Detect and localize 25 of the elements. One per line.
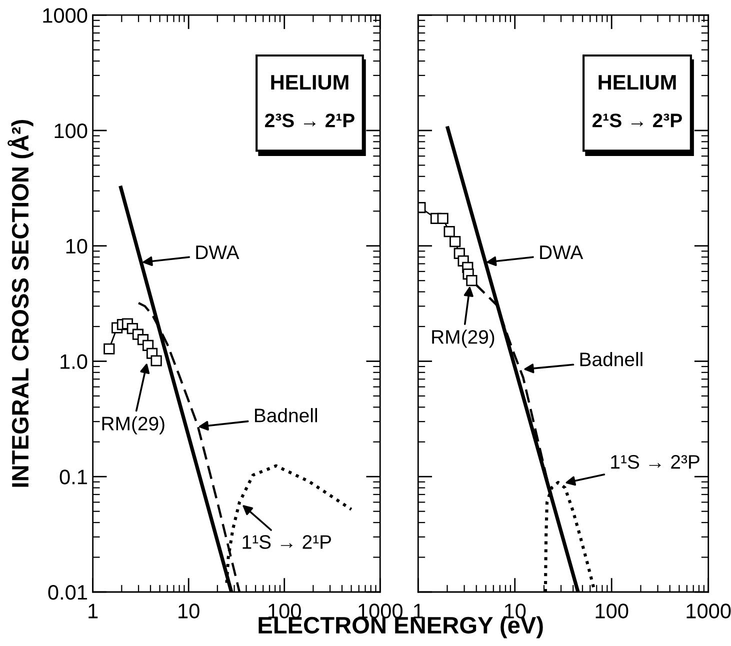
x-tick-label: 1 [88,604,98,618]
text: 2¹S → 2³P [592,114,682,128]
y-tick-label: 100 [54,123,88,138]
x-tick-label: 10 [178,604,200,618]
y-axis-title: INTEGRAL CROSS SECTION (Å²) [8,120,34,487]
annotation: RM(29) [102,416,164,434]
y-tick-label: 0.1 [60,470,87,484]
x-tick-label: 10 [504,604,526,618]
annotation: RM(29) [432,330,494,348]
annotation: 1¹S → 2¹P [242,535,332,549]
y-tick-label: 0.01 [48,584,87,600]
y-tick-label: 1000 [43,8,88,23]
text: 2³S → 2¹P [265,114,354,128]
y-tick-label: 1.0 [60,354,88,369]
x-tick-label: 100 [596,604,628,618]
annotation: Badnell [255,408,317,422]
annotation: 1¹S → 2³P [611,455,700,469]
text: HELIUM [271,75,348,90]
x-tick-label: 1 [414,604,423,618]
text: HELIUM [598,75,676,90]
annotation: DWA [540,246,584,260]
y-tick-label: 10 [66,238,88,254]
x-tick-label: 1000 [686,604,731,618]
annotation: Badnell [580,352,642,366]
annotation: DWA [196,246,240,260]
